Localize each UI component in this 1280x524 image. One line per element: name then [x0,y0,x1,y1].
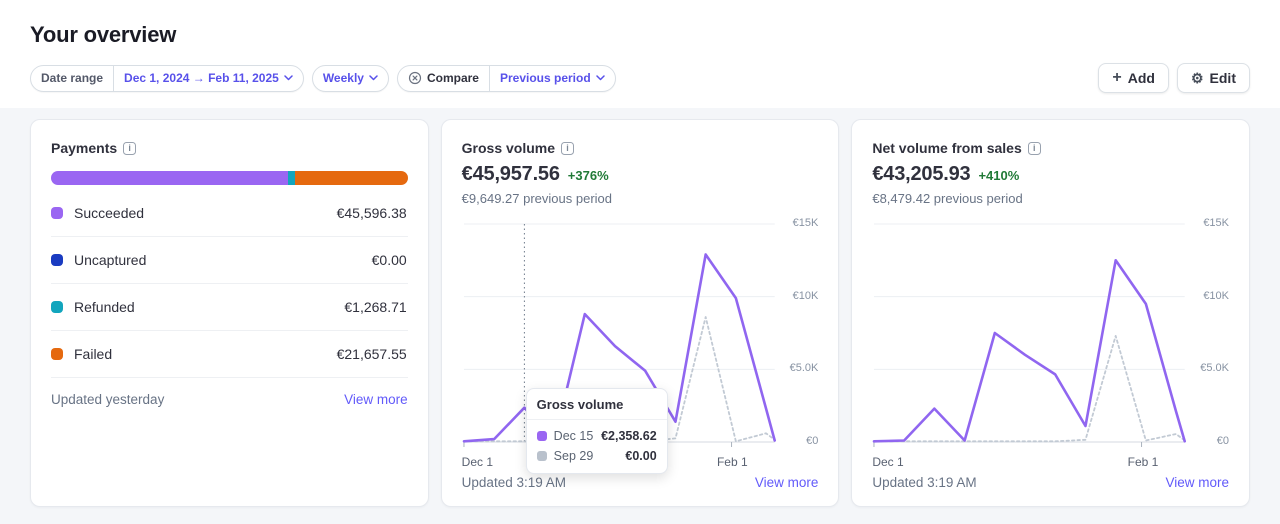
y-axis-tick: €10K [1203,290,1230,302]
granularity-value: Weekly [322,71,364,85]
granularity-filter[interactable]: Weekly [311,64,389,92]
chevron-down-icon [595,75,605,81]
date-range-label: Date range [41,71,104,85]
gross-volume-amount: €45,957.56 [461,163,560,185]
date-range-filter[interactable]: Date range Dec 1, 2024 → Feb 11, 2025 [30,64,304,92]
table-row: Succeeded €45,596.38 [51,190,408,237]
tooltip-value: €0.00 [625,449,657,463]
payments-card-title: Payments [51,140,118,156]
previous-series-swatch-icon [536,451,547,461]
tooltip-value: €2,358.62 [601,429,657,443]
tooltip-date: Dec 15 [553,429,594,443]
succeeded-swatch-icon [51,207,63,219]
filter-pills: Date range Dec 1, 2024 → Feb 11, 2025 We… [30,64,616,92]
current-series-swatch-icon [536,431,547,441]
payments-bar-segment [294,171,408,185]
tooltip-date: Sep 29 [553,449,594,463]
x-axis-labels: Dec 1 Feb 1 [462,455,777,470]
y-axis-tick: €5.0K [789,362,819,374]
line-chart[interactable] [872,214,1187,454]
net-volume-amount: €43,205.93 [872,163,971,185]
x-axis-tick: Dec 1 [461,455,494,469]
gear-icon: ⚙ [1190,70,1204,86]
table-row: Failed €21,657.55 [51,331,408,378]
payments-bar-segment [288,171,295,185]
edit-button[interactable]: ⚙ Edit [1176,63,1250,93]
updated-status: Updated 3:19 AM [872,475,977,490]
uncaptured-swatch-icon [51,254,63,266]
net-volume-chart: €15K €10K €5.0K €0 Dec 1 Feb 1 [872,214,1229,470]
row-value: €0.00 [371,252,407,268]
compare-filter[interactable]: Compare Previous period [396,64,616,92]
payments-bar [51,171,408,185]
payments-bar-segment [51,171,289,185]
info-icon[interactable]: i [1027,141,1041,155]
compare-label: Compare [426,71,479,85]
x-axis-tick: Dec 1 [872,455,904,469]
row-value: €1,268.71 [344,299,407,315]
y-axis-tick: €10K [792,290,819,302]
remove-compare-icon[interactable] [408,71,422,85]
tooltip-row: Dec 15 €2,358.62 [527,426,667,446]
toolbar-actions: + Add ⚙ Edit [1098,63,1250,93]
gross-volume-title: Gross volume [461,140,556,156]
chart-tooltip: Gross volume Dec 15 €2,358.62 Sep 29 €0.… [525,388,668,474]
row-value: €45,596.38 [336,205,407,221]
chevron-down-icon [369,75,378,81]
table-row: Refunded €1,268.71 [51,284,408,331]
net-volume-card: Net volume from sales i €43,205.93 +410%… [851,119,1251,507]
gross-volume-chart: €15K €10K €5.0K €0 Dec 1 Feb 1 Gross vol… [462,214,819,474]
pill-divider [113,65,115,91]
updated-status: Updated yesterday [51,392,165,407]
gross-volume-card: Gross volume i €45,957.56 +376% €9,649.2… [440,119,840,507]
plus-icon: + [1112,69,1122,86]
compare-value: Previous period [499,71,591,85]
view-more-link[interactable]: View more [1165,475,1230,490]
row-label: Uncaptured [74,252,147,268]
row-label: Succeeded [74,205,145,221]
toolbar: Date range Dec 1, 2024 → Feb 11, 2025 We… [30,63,1250,93]
y-axis-tick: €0 [1216,435,1230,447]
page-title: Your overview [30,22,177,47]
info-icon[interactable]: i [123,141,137,155]
edit-button-label: Edit [1209,70,1236,86]
chevron-down-icon [284,75,293,81]
refunded-swatch-icon [51,301,63,313]
tooltip-row: Sep 29 €0.00 [527,446,667,466]
x-axis-tick: Feb 1 [716,455,748,469]
pill-divider [488,65,490,91]
add-button-label: Add [1127,70,1155,86]
tooltip-title: Gross volume [526,389,667,420]
previous-period-amount: €8,479.42 previous period [872,191,1023,206]
row-label: Refunded [74,299,135,315]
view-more-link[interactable]: View more [754,475,819,490]
net-volume-title: Net volume from sales [872,140,1022,156]
x-axis-tick: Feb 1 [1127,455,1159,469]
failed-swatch-icon [51,348,63,360]
payments-card: Payments i Succeeded €45,596.38 Uncaptur… [30,119,429,507]
x-axis-labels: Dec 1 Feb 1 [872,455,1187,470]
y-axis-tick: €15K [792,217,819,229]
row-label: Failed [74,346,113,362]
view-more-link[interactable]: View more [344,392,408,407]
net-volume-delta: +410% [978,168,1020,183]
y-axis-tick: €15K [1203,217,1230,229]
table-row: Uncaptured €0.00 [51,237,408,284]
date-range-value: Dec 1, 2024 → Feb 11, 2025 [124,71,279,85]
overview-cards: Payments i Succeeded €45,596.38 Uncaptur… [30,119,1251,507]
add-button[interactable]: + Add [1098,63,1169,93]
overview-page: Your overview Date range Dec 1, 2024 → F… [30,22,1251,507]
info-icon[interactable]: i [561,141,575,155]
y-axis-tick: €0 [806,435,819,447]
payments-breakdown: Succeeded €45,596.38 Uncaptured €0.00 Re… [51,190,408,378]
gross-volume-delta: +376% [567,168,609,183]
row-value: €21,657.55 [336,346,407,362]
updated-status: Updated 3:19 AM [461,475,566,490]
y-axis-tick: €5.0K [1200,362,1230,374]
previous-period-amount: €9,649.27 previous period [461,191,613,206]
